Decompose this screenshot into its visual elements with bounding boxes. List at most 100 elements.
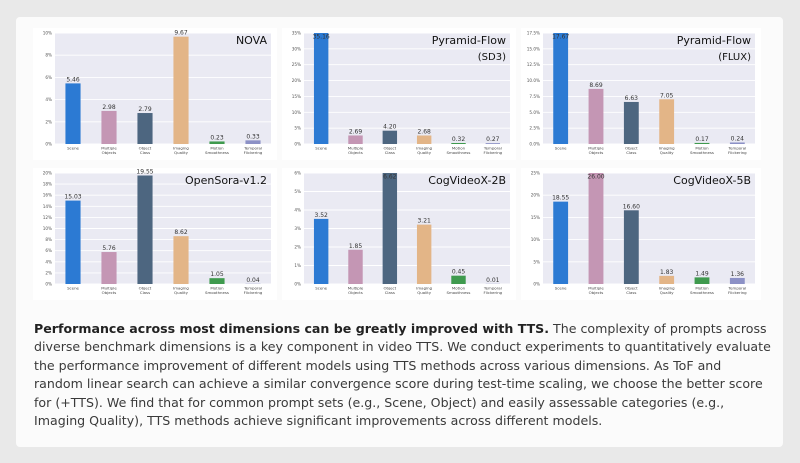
data-label: 5.76 — [102, 245, 116, 252]
data-label: 2.98 — [102, 104, 116, 111]
y-tick-label: 8% — [45, 53, 52, 58]
data-label: 9.67 — [174, 30, 188, 37]
x-tick-label: Object — [139, 286, 152, 291]
x-tick-label: Smoothness — [690, 290, 714, 295]
y-tick-label: 8% — [45, 237, 52, 242]
chart-subtitle: (SD3) — [478, 52, 506, 63]
x-tick-label: Scene — [555, 286, 567, 291]
bar-imaging-quality — [173, 36, 189, 144]
x-tick-label: Object — [139, 146, 152, 151]
x-tick-label: Quality — [417, 150, 432, 155]
data-label: 16.60 — [623, 203, 640, 210]
chart-cogvideox-5b: 0%5%10%15%20%25%18.55Scene26.00MultipleO… — [521, 168, 761, 300]
y-tick-label: 5.0% — [529, 110, 540, 115]
x-tick-label: Scene — [67, 286, 79, 291]
bar-motion-smoothness — [209, 278, 225, 284]
x-tick-label: Motion — [695, 286, 709, 291]
x-tick-label: Multiple — [588, 146, 604, 151]
y-tick-label: 5% — [533, 259, 540, 264]
bar-imaging-quality — [659, 275, 675, 284]
x-tick-label: Scene — [315, 286, 327, 291]
bar-motion-smoothness — [209, 141, 225, 144]
bar-temporal-flickering — [729, 277, 745, 284]
data-label: 7.05 — [660, 92, 674, 99]
bar-multiple-objects — [348, 135, 363, 144]
figure-caption: Performance across most dimensions can b… — [34, 320, 774, 430]
y-tick-label: 4% — [294, 208, 301, 213]
y-tick-label: 12.5% — [527, 62, 540, 67]
y-tick-label: 15% — [531, 215, 540, 220]
x-tick-label: Smoothness — [447, 150, 471, 155]
bar-multiple-objects — [348, 249, 363, 284]
data-label: 1.05 — [210, 271, 224, 278]
data-label: 1.36 — [731, 271, 745, 278]
chart-subtitle: (FLUX) — [718, 52, 751, 63]
y-tick-label: 3% — [294, 226, 301, 231]
y-tick-label: 35% — [292, 31, 301, 36]
data-label: 35.16 — [313, 34, 330, 41]
bar-temporal-flickering — [729, 142, 745, 144]
data-label: 26.00 — [587, 174, 604, 181]
x-tick-label: Objects — [102, 290, 117, 295]
bar-multiple-objects — [588, 88, 604, 144]
bar-scene — [65, 200, 81, 284]
y-tick-label: 1% — [294, 263, 301, 268]
x-tick-label: Quality — [417, 290, 432, 295]
chart-title: Pyramid-Flow — [677, 34, 751, 47]
x-tick-label: Scene — [555, 146, 567, 151]
data-label: 0.17 — [695, 136, 709, 143]
x-tick-label: Motion — [695, 146, 709, 151]
y-tick-label: 6% — [45, 75, 52, 80]
x-tick-label: Motion — [452, 146, 466, 151]
bar-object-class — [137, 113, 153, 144]
data-label: 0.24 — [731, 135, 745, 142]
bar-imaging-quality — [416, 224, 432, 284]
x-tick-label: Objects — [102, 150, 117, 155]
data-label: 8.69 — [589, 82, 603, 89]
y-tick-label: 10.0% — [527, 78, 540, 83]
plot-area — [304, 33, 510, 144]
y-tick-label: 6% — [294, 171, 301, 176]
x-tick-label: Quality — [174, 290, 189, 295]
bar-object-class — [137, 175, 153, 284]
bar-motion-smoothness — [451, 275, 466, 284]
x-tick-label: Temporal — [243, 146, 262, 151]
x-tick-label: Quality — [660, 290, 675, 295]
x-tick-label: Temporal — [483, 286, 502, 291]
y-tick-label: 5% — [294, 189, 301, 194]
x-tick-label: Imaging — [416, 286, 432, 291]
x-tick-label: Object — [383, 286, 396, 291]
x-tick-label: Multiple — [348, 146, 364, 151]
bar-object-class — [623, 210, 639, 284]
x-tick-label: Multiple — [588, 286, 604, 291]
data-label: 6.62 — [383, 174, 397, 181]
data-label: 0.23 — [210, 134, 224, 141]
y-tick-label: 5% — [294, 126, 301, 131]
x-tick-label: Class — [626, 290, 636, 295]
bar-imaging-quality — [416, 135, 432, 144]
data-label: 6.63 — [625, 95, 639, 102]
bar-imaging-quality — [659, 99, 675, 144]
bar-motion-smoothness — [694, 142, 710, 144]
x-tick-label: Quality — [174, 150, 189, 155]
x-tick-label: Temporal — [727, 286, 746, 291]
data-label: 2.68 — [417, 129, 431, 136]
y-tick-label: 25% — [531, 171, 540, 176]
x-tick-label: Class — [140, 150, 150, 155]
x-tick-label: Motion — [210, 286, 224, 291]
x-tick-label: Imaging — [416, 146, 432, 151]
x-tick-label: Smoothness — [690, 150, 714, 155]
chart-cogvideox-2b: 0%1%2%3%4%5%6%3.52Scene1.85MultipleObjec… — [282, 168, 516, 300]
x-tick-label: Object — [383, 146, 396, 151]
data-label: 1.49 — [695, 270, 709, 277]
x-tick-label: Smoothness — [447, 290, 471, 295]
y-tick-label: 15.0% — [527, 46, 540, 51]
data-label: 18.55 — [552, 195, 569, 202]
x-tick-label: Object — [625, 286, 638, 291]
caption-text: The complexity of prompts across diverse… — [34, 321, 771, 429]
y-tick-label: 25% — [292, 62, 301, 67]
x-tick-label: Class — [626, 150, 636, 155]
y-tick-label: 2% — [294, 245, 301, 250]
y-tick-label: 15% — [292, 94, 301, 99]
y-tick-label: 16% — [43, 193, 52, 198]
